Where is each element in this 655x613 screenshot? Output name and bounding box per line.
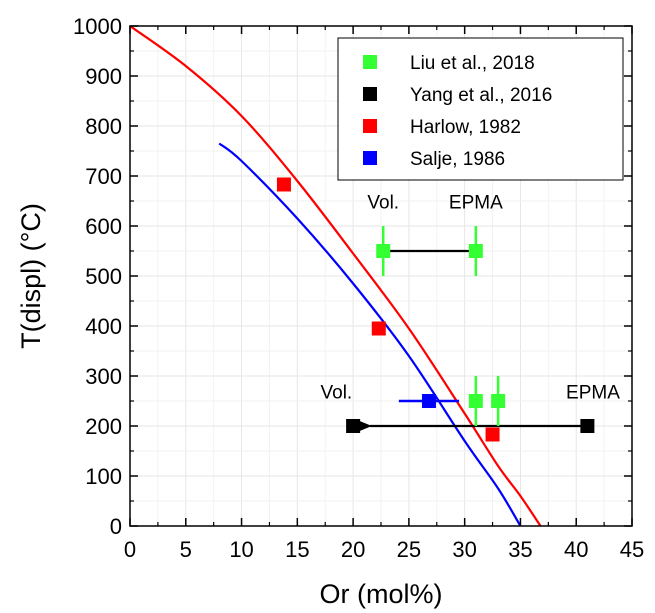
annotations: Vol. EPMA Vol. EPMA [321,193,621,404]
y-tick-label: 200 [85,414,122,439]
legend-entry: Liu et al., 2018 [410,53,535,74]
data-point [468,394,483,408]
x-tick-label: 40 [564,537,588,562]
y-tick-label: 800 [85,114,122,139]
x-tick-label: 15 [285,537,309,562]
arrows [359,246,588,431]
data-point [491,394,506,408]
annotation-label: Vol. [321,383,353,404]
legend-box [337,37,624,181]
x-tick-label: 20 [341,537,365,562]
fit-curves [130,26,542,526]
y-tick-label: 900 [85,64,122,89]
legend-entry: Yang et al., 2016 [410,85,552,106]
data-point [376,244,391,258]
y-axis-title: T(displ) (°C) [16,203,46,349]
x-tick-label: 45 [620,537,644,562]
fit-curve [218,142,522,526]
annotation-label: EPMA [449,193,503,214]
x-axis-title: Or (mol%) [320,579,443,609]
legend-marker [363,151,377,165]
x-tick-label: 25 [397,537,421,562]
data-point [371,321,386,336]
data-point [421,394,436,408]
y-tick-label: 600 [85,214,122,239]
legend-entry: Harlow, 1982 [410,117,521,138]
x-tick-label: 0 [124,537,136,562]
x-tick-label: 30 [452,537,476,562]
legend-marker [363,119,377,133]
y-tick-label: 700 [85,164,122,189]
y-tick-label: 400 [85,314,122,339]
legend: Liu et al., 2018 Yang et al., 2016 Harlow,… [337,37,624,181]
data-point [485,427,500,442]
y-tick-label: 0 [110,514,122,539]
y-tick-label: 1000 [73,14,122,39]
y-tick-label: 100 [85,464,122,489]
x-tick-label: 5 [180,537,192,562]
legend-marker [363,87,377,101]
y-tick-label: 500 [85,264,122,289]
axis-ticks: 0 5 10 15 20 25 30 35 40 45 0 100 200 300 400 500 600 700… [73,14,644,562]
x-tick-label: 10 [229,537,253,562]
annotation-label: Vol. [367,193,399,214]
y-tick-label: 300 [85,364,122,389]
data-point [580,419,595,433]
x-tick-label: 35 [508,537,532,562]
legend-entry: Salje, 1986 [410,149,505,170]
data-point [346,419,361,433]
data-point [468,244,483,258]
legend-marker [363,55,377,69]
annotation-label: EPMA [566,383,620,404]
data-markers [276,177,595,442]
data-point [276,177,291,192]
fit-curve [130,26,542,526]
